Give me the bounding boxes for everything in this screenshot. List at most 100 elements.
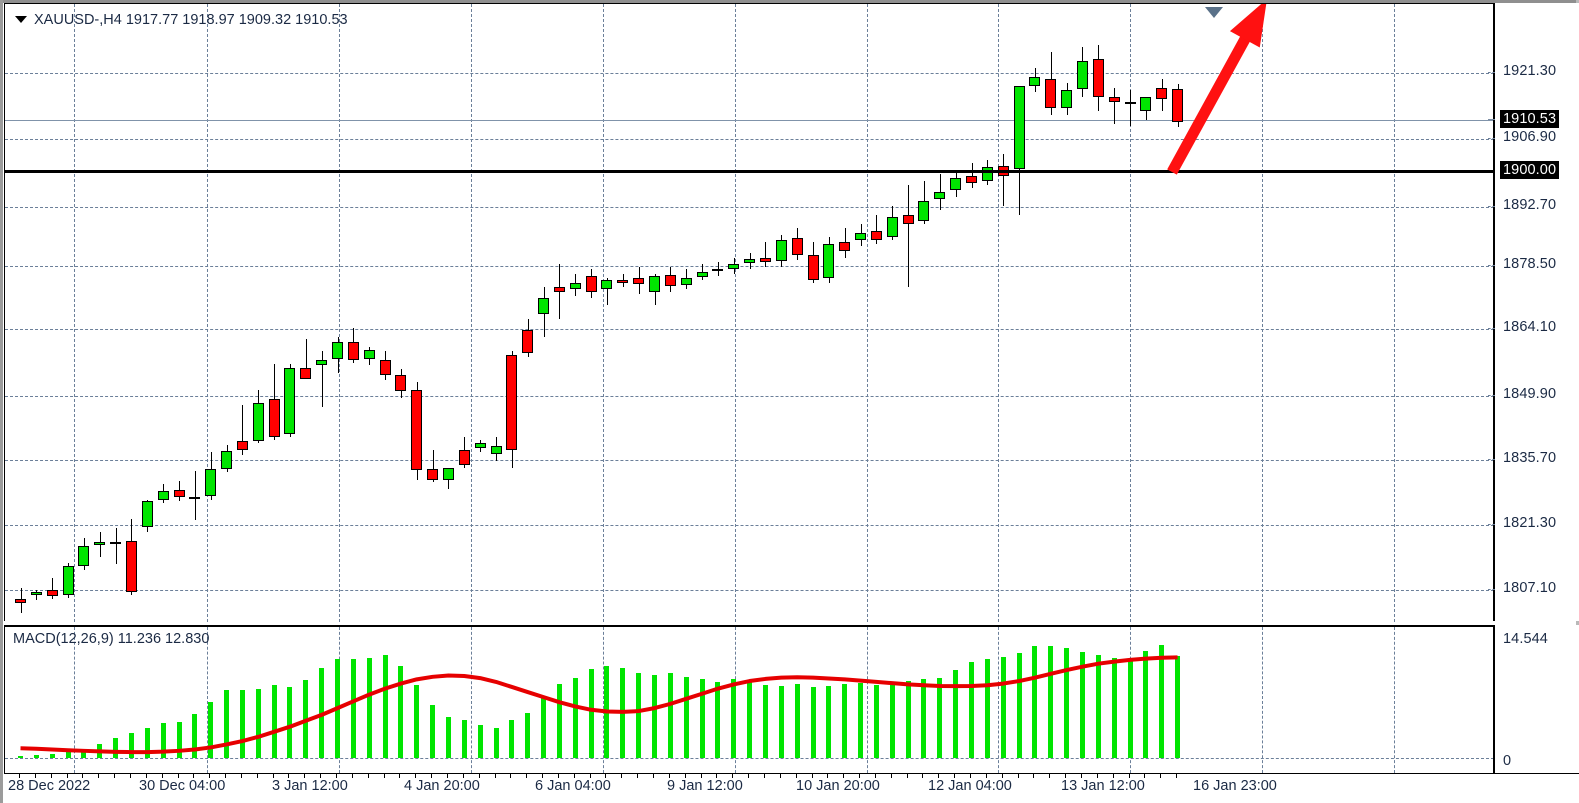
macd-histogram-bar [303, 680, 309, 758]
macd-histogram-bar [97, 744, 103, 758]
candle-bearish [236, 441, 248, 451]
macd-histogram-bar [1111, 658, 1117, 758]
time-axis-tick [906, 774, 908, 778]
time-axis-tick [431, 774, 433, 778]
time-axis-tick [272, 774, 274, 778]
candle-bullish [363, 349, 375, 359]
price-gridline-vertical [1262, 4, 1263, 622]
candle-bullish [221, 451, 233, 470]
time-axis-tick [1096, 774, 1098, 778]
macd-axis[interactable]: 14.544 0 [1493, 625, 1579, 773]
candle-bearish [268, 399, 280, 437]
price-chart-pane[interactable]: XAUUSD-,H4 1917.77 1918.97 1909.32 1910.… [4, 3, 1494, 622]
macd-histogram-bar [699, 678, 705, 758]
candle-bearish [110, 541, 122, 544]
candle-bearish [395, 375, 407, 392]
candle-bullish [855, 232, 867, 240]
macd-histogram-bar [525, 713, 531, 758]
time-axis-tick [637, 774, 639, 778]
macd-histogram-bar [113, 737, 119, 758]
macd-histogram-bar [65, 752, 71, 758]
macd-histogram-bar [366, 658, 372, 758]
time-axis-tick [225, 774, 227, 778]
time-axis-tick [732, 774, 734, 778]
time-axis-tick [589, 774, 591, 778]
price-axis-label: 1864.10 [1503, 319, 1557, 335]
time-axis-label: 4 Jan 20:00 [404, 778, 480, 794]
time-axis-tick [446, 774, 448, 778]
candle-bearish [15, 598, 26, 604]
time-axis[interactable]: 28 Dec 2022 30 Dec 04:00 3 Jan 12:00 4 Jan … [4, 773, 1579, 803]
time-axis-tick [970, 774, 971, 778]
candle-bullish [1076, 60, 1088, 89]
time-axis-tick [478, 774, 480, 778]
macd-histogram-bar [509, 719, 515, 758]
macd-histogram-bar [937, 677, 943, 758]
macd-histogram-bar [1095, 654, 1101, 758]
price-gridline-horizontal [5, 460, 1494, 461]
price-gridline-horizontal [5, 590, 1494, 591]
macd-histogram-bar [636, 673, 642, 758]
price-axis-tick [1488, 589, 1495, 590]
time-axis-tick [779, 774, 781, 778]
time-axis-tick [256, 774, 258, 778]
macd-histogram-bar [984, 659, 990, 758]
macd-histogram-bar [445, 716, 451, 758]
time-axis-tick [399, 774, 401, 778]
candle-bullish [1140, 96, 1152, 111]
price-gridline-vertical [471, 4, 472, 622]
macd-axis-label: 0 [1503, 753, 1512, 769]
time-axis-tick [320, 774, 322, 778]
macd-histogram-bar [683, 676, 689, 758]
price-gridline-vertical [207, 4, 208, 622]
price-gridline-horizontal [5, 525, 1494, 526]
candle-bullish [490, 445, 502, 454]
candle-wick [195, 470, 196, 521]
macd-histogram-bar [255, 689, 261, 758]
candle-bearish [411, 390, 423, 471]
macd-histogram-bar [762, 685, 768, 758]
down-triangle-marker[interactable] [1205, 7, 1223, 18]
macd-histogram-bar [953, 670, 959, 758]
candle-bullish [332, 342, 343, 359]
time-axis-tick [351, 774, 353, 778]
candle-bullish [30, 592, 42, 596]
price-plot-area[interactable] [5, 4, 1494, 622]
macd-plot-area[interactable] [5, 627, 1494, 773]
macd-histogram-bar [905, 681, 911, 758]
time-axis-tick [763, 774, 765, 778]
time-axis-tick [19, 774, 20, 778]
macd-indicator-pane[interactable]: MACD(12,26,9) 11.236 12.830 [4, 625, 1494, 773]
candle-bullish [569, 282, 581, 290]
macd-histogram-bar [794, 684, 800, 758]
price-axis[interactable]: 1921.30 1910.53 1906.90 1900.00 1892.70 1878.… [1488, 3, 1579, 621]
macd-histogram-bar [858, 682, 864, 758]
price-axis-label: 1835.70 [1503, 450, 1557, 466]
up-trend-arrow[interactable] [5, 4, 1494, 622]
macd-zero-line [5, 758, 1494, 759]
candle-bearish [791, 238, 803, 256]
macd-histogram-bar [430, 704, 436, 758]
candle-bearish [46, 590, 58, 596]
price-gridline-vertical [867, 4, 868, 622]
time-axis-tick [938, 774, 940, 778]
macd-histogram-bar [826, 686, 832, 758]
macd-gridline-vertical [471, 627, 472, 773]
macd-histogram-bar [541, 696, 547, 758]
time-axis-tick [1144, 774, 1146, 778]
caret-down-icon[interactable] [15, 15, 27, 23]
price-axis-label: 1821.30 [1503, 515, 1557, 531]
candle-bearish [1156, 87, 1168, 100]
macd-histogram-bar [1064, 648, 1070, 758]
price-axis-tick [1488, 119, 1495, 120]
macd-histogram-bar [18, 755, 23, 758]
macd-axis-label: 14.544 [1503, 631, 1548, 647]
candle-bearish [1092, 59, 1104, 97]
time-axis-tick [954, 774, 956, 778]
candle-wick [242, 404, 243, 455]
candle-bearish [664, 274, 676, 286]
time-axis-tick [827, 774, 829, 778]
price-axis-tick [1488, 524, 1495, 525]
price-gridline-vertical [339, 4, 340, 622]
